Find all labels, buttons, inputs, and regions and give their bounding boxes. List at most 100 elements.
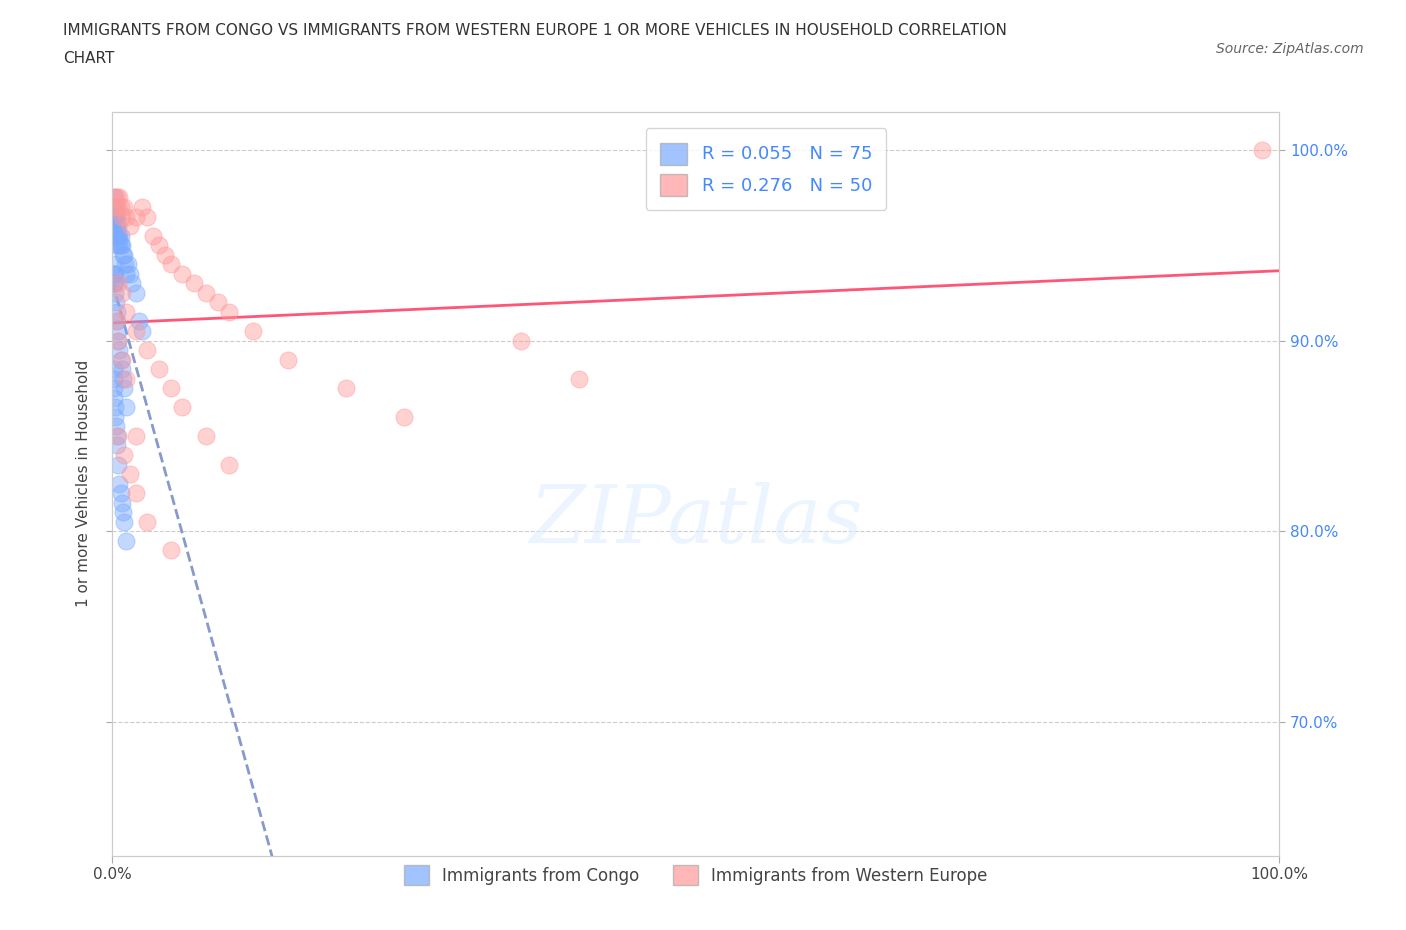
Point <box>125 429 148 444</box>
Point <box>111 496 134 511</box>
Point <box>172 266 194 281</box>
Point <box>105 228 128 243</box>
Point <box>104 200 127 215</box>
Point <box>104 209 127 224</box>
Text: CHART: CHART <box>63 51 115 66</box>
Text: Source: ZipAtlas.com: Source: ZipAtlas.com <box>1216 42 1364 56</box>
Point <box>107 324 129 339</box>
Point <box>568 371 591 386</box>
Point <box>104 409 127 424</box>
Point <box>108 476 131 491</box>
Text: IMMIGRANTS FROM CONGO VS IMMIGRANTS FROM WESTERN EUROPE 1 OR MORE VEHICLES IN HO: IMMIGRANTS FROM CONGO VS IMMIGRANTS FROM… <box>63 23 1007 38</box>
Point <box>115 534 138 549</box>
Point <box>114 257 136 272</box>
Point <box>242 324 264 339</box>
Point <box>1251 142 1274 157</box>
Point <box>115 400 138 415</box>
Point <box>104 276 127 291</box>
Point <box>104 209 127 224</box>
Point <box>108 342 131 357</box>
Point <box>276 352 298 367</box>
Point <box>142 228 165 243</box>
Point <box>103 257 125 272</box>
Point <box>172 400 194 415</box>
Point <box>103 391 125 405</box>
Point <box>105 314 128 329</box>
Point <box>207 295 229 310</box>
Point <box>103 276 125 291</box>
Point <box>104 219 127 233</box>
Point <box>125 485 148 500</box>
Point <box>107 200 129 215</box>
Point <box>108 228 131 243</box>
Point <box>103 219 125 233</box>
Point <box>110 228 132 243</box>
Point <box>335 380 357 395</box>
Point <box>118 219 141 233</box>
Point <box>153 247 176 262</box>
Point <box>107 457 129 472</box>
Point <box>104 219 127 233</box>
Point <box>108 238 131 253</box>
Point <box>136 342 159 357</box>
Point <box>160 257 183 272</box>
Point <box>107 333 129 348</box>
Point <box>104 286 127 300</box>
Point <box>104 266 127 281</box>
Point <box>104 209 127 224</box>
Y-axis label: 1 or more Vehicles in Household: 1 or more Vehicles in Household <box>76 360 91 607</box>
Point <box>107 219 129 233</box>
Point <box>125 286 148 300</box>
Point <box>103 380 125 395</box>
Point <box>103 190 125 205</box>
Point <box>104 190 127 205</box>
Point <box>117 257 139 272</box>
Point <box>111 371 134 386</box>
Point <box>125 324 148 339</box>
Point <box>218 457 240 472</box>
Point <box>103 228 125 243</box>
Point <box>107 238 129 253</box>
Point <box>107 228 129 243</box>
Point <box>121 276 143 291</box>
Point <box>103 200 125 215</box>
Point <box>103 219 125 233</box>
Point <box>103 228 125 243</box>
Point <box>148 238 170 253</box>
Legend: Immigrants from Congo, Immigrants from Western Europe: Immigrants from Congo, Immigrants from W… <box>398 858 994 892</box>
Point <box>115 304 138 319</box>
Point <box>115 209 138 224</box>
Point <box>104 418 127 433</box>
Point <box>194 429 217 444</box>
Point <box>104 238 127 253</box>
Point <box>111 505 134 520</box>
Point <box>103 276 125 291</box>
Point <box>103 362 125 377</box>
Point <box>105 228 128 243</box>
Point <box>115 371 138 386</box>
Point <box>105 304 128 319</box>
Point <box>160 543 183 558</box>
Point <box>105 219 128 233</box>
Point <box>103 209 125 224</box>
Point <box>112 247 135 262</box>
Point <box>118 467 141 482</box>
Point <box>104 400 127 415</box>
Point <box>103 200 125 215</box>
Point <box>105 438 128 453</box>
Point <box>105 209 128 224</box>
Point <box>110 485 132 500</box>
Point <box>128 314 150 329</box>
Point <box>118 266 141 281</box>
Point <box>104 228 127 243</box>
Point <box>131 324 153 339</box>
Point <box>218 304 240 319</box>
Point <box>111 209 134 224</box>
Point <box>148 362 170 377</box>
Point <box>104 219 127 233</box>
Point <box>131 200 153 215</box>
Point <box>110 238 132 253</box>
Point <box>105 190 128 205</box>
Point <box>103 209 125 224</box>
Point <box>111 238 134 253</box>
